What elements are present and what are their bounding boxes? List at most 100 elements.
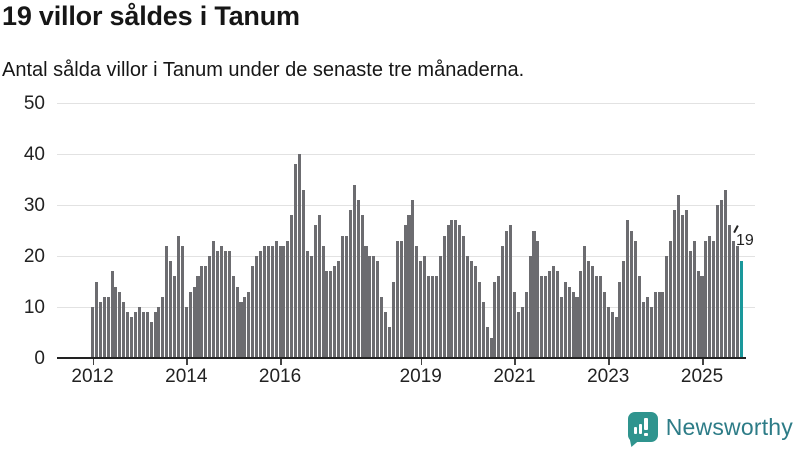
gridline [57,205,755,206]
bar [481,301,485,358]
bar [415,245,419,358]
bar [669,240,673,358]
bar [196,276,200,358]
bar [274,240,278,358]
bar [266,245,270,358]
bar [247,291,251,358]
bar [622,261,626,358]
value-label: 19 [736,232,754,249]
bar [462,235,466,358]
x-tick [608,359,610,365]
bar [122,301,126,358]
chart-subtitle: Antal sålda villor i Tanum under de sena… [2,59,525,81]
bar [219,245,223,358]
bar [637,276,642,358]
bar [145,312,149,358]
bar [454,220,458,358]
bar [344,235,348,358]
x-tick-label: 2021 [493,366,536,387]
bar [712,240,716,358]
bar [630,230,634,358]
bar [575,296,579,358]
bar [536,240,540,358]
bar [231,276,235,358]
bar [384,312,388,358]
bar [348,210,352,358]
bar [634,240,638,358]
bar [290,215,294,358]
bar [579,271,583,358]
bar [598,276,602,358]
bar [94,281,98,358]
bar [704,240,708,358]
y-tick-label: 10 [23,296,45,318]
bar [407,215,411,358]
bar [571,291,575,358]
bar [227,250,231,358]
bar [403,225,407,358]
logo-exclamation-bar [644,418,648,430]
x-tick [92,359,95,365]
bar [559,296,563,358]
bar [204,266,208,358]
x-tick [280,359,282,365]
bar [602,291,606,358]
newsworthy-chart-bubble-icon [627,412,658,447]
bar [466,256,470,358]
bar [473,266,477,358]
bar [532,230,536,358]
bar [516,312,520,358]
bar [161,296,165,358]
bar [110,271,114,358]
bar [165,245,169,358]
x-tick [702,359,704,365]
bar [294,164,298,358]
bar [223,250,227,358]
brand-footer: Newsworthy [627,410,793,447]
logo-bar-small [633,427,637,434]
bar [184,307,188,358]
bar [188,291,192,358]
bar [555,271,559,358]
bar [512,291,516,358]
bar [610,312,614,358]
bar [677,194,681,358]
bar [665,256,669,358]
bar [321,245,325,358]
bar [563,281,567,358]
bar [98,301,102,358]
x-tick-label: 2016 [258,366,302,387]
bar [587,261,591,358]
bar [552,266,556,358]
bar [661,291,665,358]
bar [360,215,364,358]
bar [497,276,501,358]
x-tick [514,359,516,365]
bar [434,276,438,358]
y-tick-label: 40 [23,143,45,165]
bar [735,245,739,358]
bar [278,245,282,358]
x-tick [420,359,423,365]
bar [259,250,263,358]
bar [716,205,720,358]
bar [282,245,286,358]
bar [341,235,345,358]
bar [212,240,216,358]
bar [645,296,649,358]
bar [251,266,255,358]
bar [458,225,462,358]
bar [192,286,196,358]
bar [216,250,220,358]
bar [126,312,130,358]
bar [364,245,368,358]
bar [169,261,173,358]
bar [583,245,587,358]
y-tick-label: 50 [23,92,45,114]
bar [548,271,552,358]
bar [200,266,204,358]
bar [684,210,688,358]
bar [528,256,532,358]
brand-name: Newsworthy [665,413,793,440]
